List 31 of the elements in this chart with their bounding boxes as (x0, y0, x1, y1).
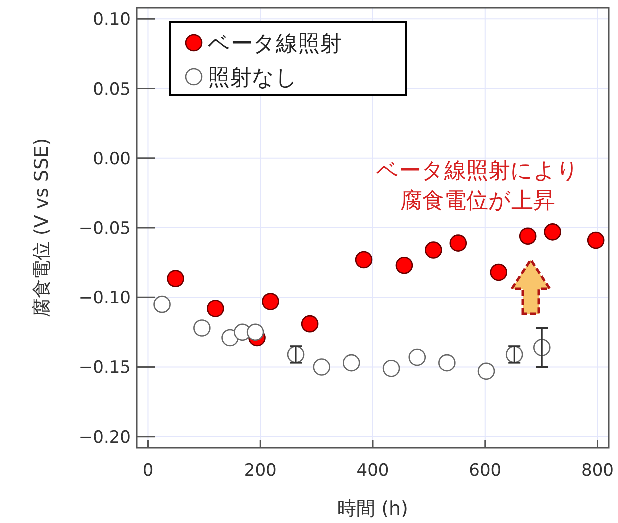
y-tick-label: −0.20 (78, 428, 131, 448)
x-axis-title: 時間 (h) (338, 498, 408, 520)
point (490, 264, 508, 282)
y-tick-label: 0.10 (93, 10, 131, 30)
y-tick-label: 0.00 (93, 149, 131, 170)
y-tick-label: −0.05 (78, 219, 131, 239)
x-tick-label: 200 (244, 461, 277, 481)
legend-label: ベータ線照射 (208, 32, 342, 57)
point (450, 234, 468, 252)
point (355, 251, 373, 269)
x-tick-label: 800 (582, 461, 614, 481)
point (478, 362, 496, 380)
y-axis-title: 腐食電位 (V vs SSE) (31, 138, 53, 318)
x-tick-label: 0 (142, 461, 154, 481)
y-tick-label: −0.15 (78, 358, 131, 378)
point (246, 324, 264, 342)
point (262, 293, 280, 310)
y-tick-label: 0.05 (93, 80, 131, 100)
point (167, 270, 184, 288)
point (425, 242, 442, 259)
point (396, 256, 414, 274)
x-tick-label: 600 (469, 461, 502, 481)
point (587, 232, 605, 250)
point (207, 300, 224, 318)
point (301, 315, 319, 333)
legend-label: 照射なし (208, 66, 298, 91)
point (519, 228, 537, 246)
point (544, 224, 562, 241)
annotation: ベータ線照射により腐食電位が上昇 (376, 159, 580, 214)
x-tick-label: 400 (356, 461, 390, 481)
y-tick-label: −0.10 (78, 288, 131, 309)
